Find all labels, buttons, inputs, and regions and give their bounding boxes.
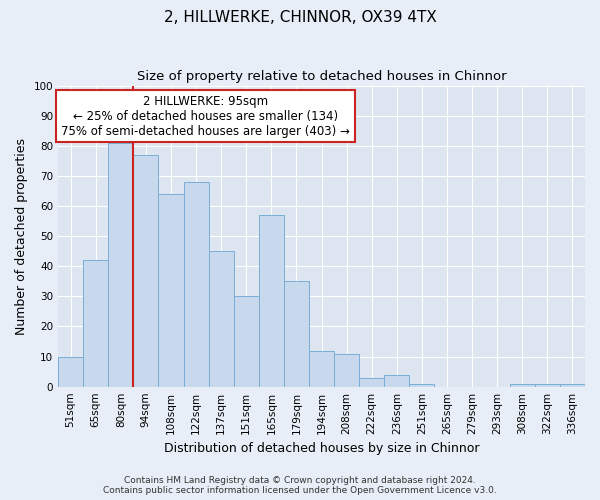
Bar — [284, 282, 309, 387]
Bar — [309, 350, 334, 386]
Bar — [409, 384, 434, 386]
Bar — [384, 374, 409, 386]
Bar — [83, 260, 108, 386]
Bar — [259, 215, 284, 386]
Y-axis label: Number of detached properties: Number of detached properties — [15, 138, 28, 334]
Bar — [184, 182, 209, 386]
Title: Size of property relative to detached houses in Chinnor: Size of property relative to detached ho… — [137, 70, 506, 83]
Text: 2, HILLWERKE, CHINNOR, OX39 4TX: 2, HILLWERKE, CHINNOR, OX39 4TX — [164, 10, 436, 25]
X-axis label: Distribution of detached houses by size in Chinnor: Distribution of detached houses by size … — [164, 442, 479, 455]
Text: 2 HILLWERKE: 95sqm
← 25% of detached houses are smaller (134)
75% of semi-detach: 2 HILLWERKE: 95sqm ← 25% of detached hou… — [61, 94, 350, 138]
Bar — [133, 155, 158, 386]
Bar — [158, 194, 184, 386]
Bar — [510, 384, 535, 386]
Bar — [334, 354, 359, 386]
Text: Contains HM Land Registry data © Crown copyright and database right 2024.
Contai: Contains HM Land Registry data © Crown c… — [103, 476, 497, 495]
Bar — [560, 384, 585, 386]
Bar — [209, 251, 233, 386]
Bar — [233, 296, 259, 386]
Bar — [359, 378, 384, 386]
Bar — [535, 384, 560, 386]
Bar — [108, 143, 133, 386]
Bar — [58, 356, 83, 386]
